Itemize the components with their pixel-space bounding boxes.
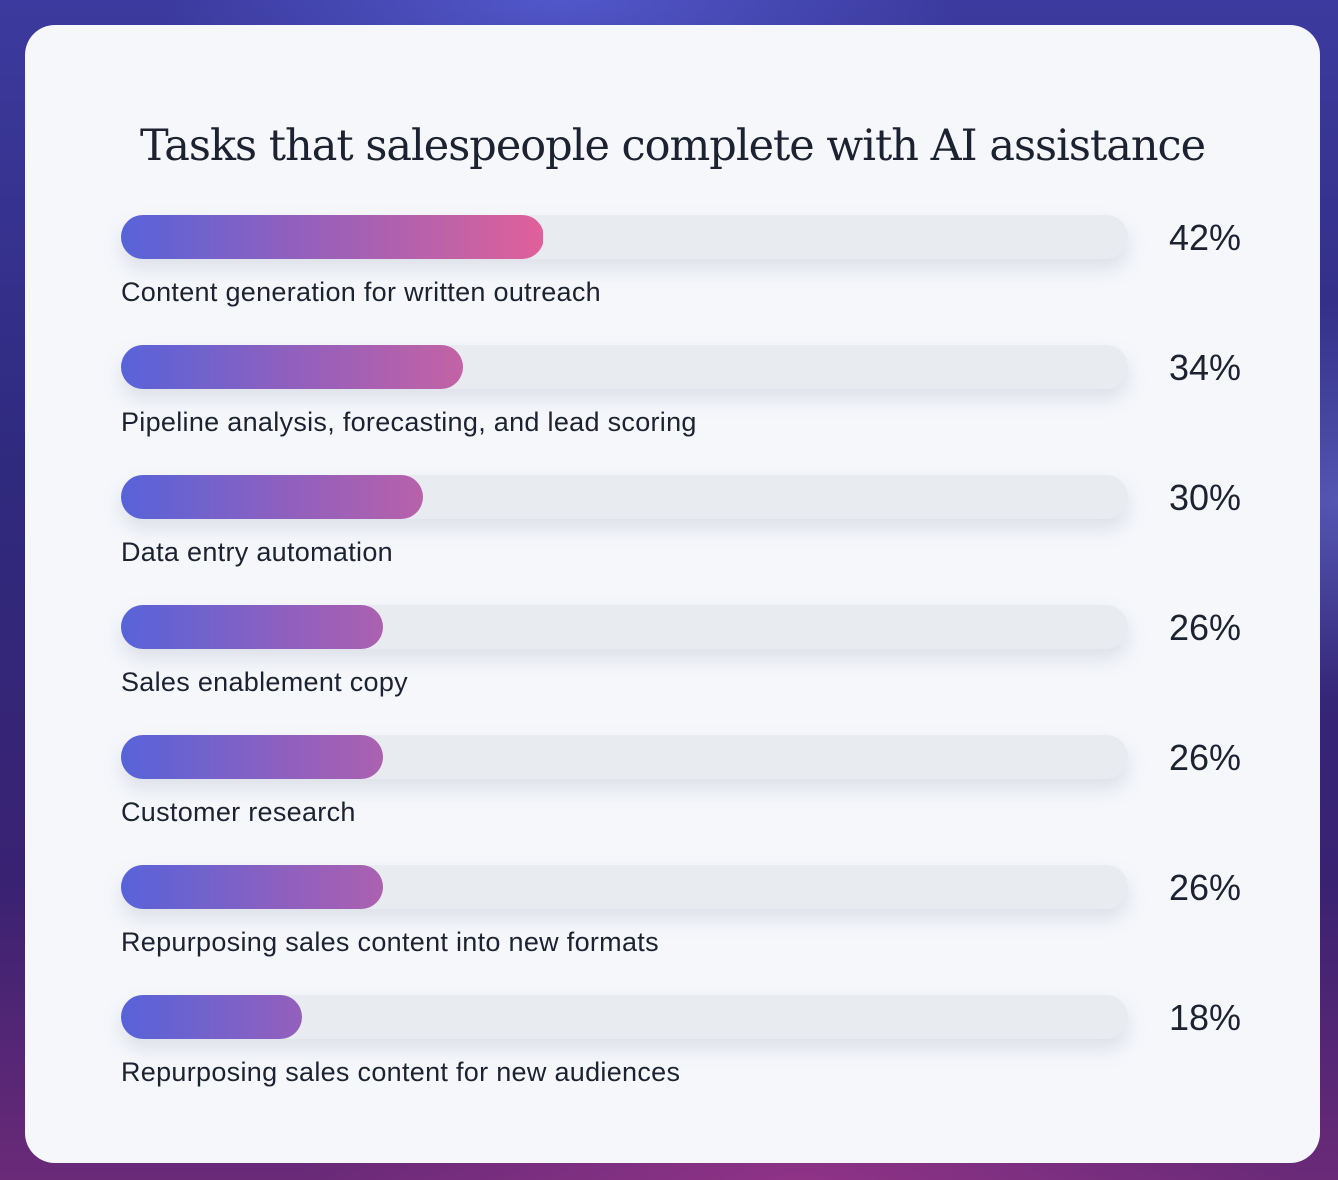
bar-fill (121, 605, 383, 649)
bar-row: 30% Data entry automation (121, 475, 1241, 605)
data-label: 42% (1168, 217, 1241, 258)
data-label: 26% (1168, 737, 1241, 778)
bar-fill (121, 995, 303, 1039)
data-label: 30% (1168, 477, 1241, 518)
bar-track (121, 605, 1128, 649)
bar-row: 26% Customer research (121, 735, 1241, 865)
bar-track (121, 735, 1128, 779)
data-label: 34% (1168, 347, 1241, 388)
category-label: Repurposing sales content into new forma… (121, 927, 659, 957)
bar-row: 26% Repurposing sales content into new fo… (121, 865, 1241, 995)
bar-track (121, 865, 1128, 909)
category-label: Data entry automation (121, 537, 393, 567)
data-label: 26% (1168, 867, 1241, 908)
data-label: 26% (1168, 607, 1241, 648)
bar-track (121, 345, 1128, 389)
chart-card: Tasks that salespeople complete with AI … (25, 25, 1320, 1163)
category-label: Pipeline analysis, forecasting, and lead… (121, 407, 697, 437)
bar-track (121, 475, 1128, 519)
category-label: Sales enablement copy (121, 667, 408, 697)
bar-row: 42% Content generation for written outrea… (121, 215, 1241, 345)
bar-fill (121, 475, 424, 519)
category-label: Content generation for written outreach (121, 277, 601, 307)
bar-track (121, 215, 1128, 259)
category-label: Repurposing sales content for new audien… (121, 1057, 681, 1087)
bar-fill (121, 735, 383, 779)
bar-fill (121, 865, 383, 909)
bar-track (121, 995, 1128, 1039)
bar-row: 26% Sales enablement copy (121, 605, 1241, 735)
chart-title: Tasks that salespeople complete with AI … (139, 121, 1206, 171)
category-label: Customer research (121, 797, 356, 827)
bar-row: 18% Repurposing sales content for new aud… (121, 995, 1241, 1125)
bar-fill (121, 215, 544, 259)
bar-row: 34% Pipeline analysis, forecasting, and l… (121, 345, 1241, 475)
bar-fill (121, 345, 464, 389)
data-label: 18% (1168, 997, 1241, 1038)
